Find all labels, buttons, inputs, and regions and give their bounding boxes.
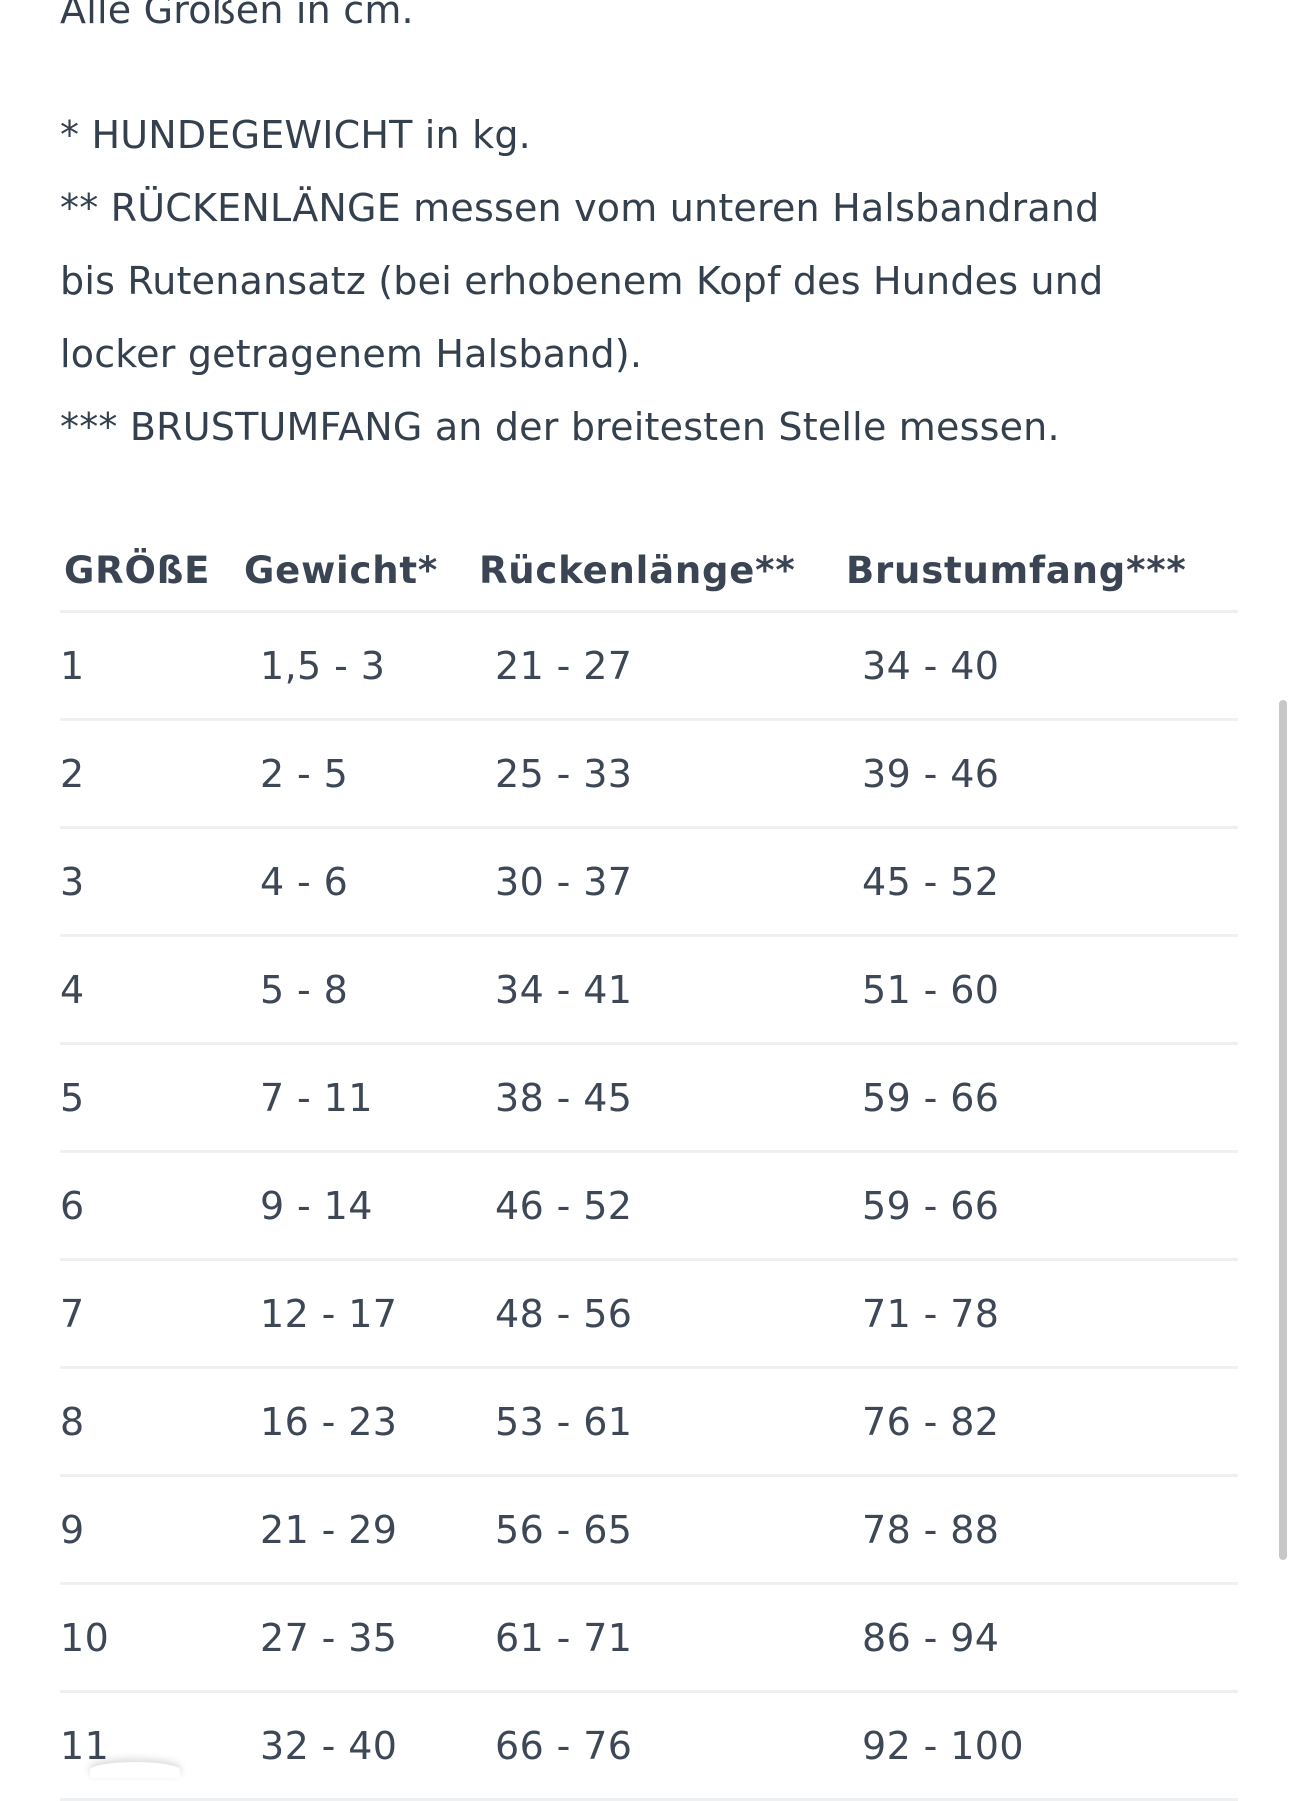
cell-size: 11: [60, 1691, 240, 1801]
cell-chest: 34 - 40: [842, 611, 1238, 721]
table-row: 7 12 - 17 48 - 56 71 - 78: [60, 1259, 1238, 1369]
header-chest: Brustumfang***: [842, 530, 1238, 613]
table-row: 8 16 - 23 53 - 61 76 - 82: [60, 1367, 1238, 1477]
spacer: [60, 47, 1240, 99]
cell-chest: 78 - 88: [842, 1475, 1238, 1585]
cell-chest: 76 - 82: [842, 1367, 1238, 1477]
cell-back-length: 46 - 52: [475, 1151, 842, 1261]
cell-back-length: 38 - 45: [475, 1043, 842, 1153]
cell-chest: 92 - 100: [842, 1691, 1238, 1801]
cell-back-length: 48 - 56: [475, 1259, 842, 1369]
cell-weight: 1,5 - 3: [240, 611, 475, 721]
cell-weight: 5 - 8: [240, 935, 475, 1045]
weight-note: * HUNDEGEWICHT in kg.: [60, 113, 531, 157]
table-header-row: GRÖßE Gewicht* Rückenlänge** Brustumfang…: [60, 530, 1238, 613]
cell-size: 8: [60, 1367, 240, 1477]
back-length-note-line-2: bis Rutenansatz (bei erhobenem Kopf des …: [60, 259, 1104, 303]
cell-weight: 12 - 17: [240, 1259, 475, 1369]
cell-weight: 21 - 29: [240, 1475, 475, 1585]
cell-size: 9: [60, 1475, 240, 1585]
cell-size: 7: [60, 1259, 240, 1369]
header-weight: Gewicht*: [240, 530, 475, 613]
table-row: 11 32 - 40 66 - 76 92 - 100: [60, 1691, 1238, 1801]
cell-back-length: 53 - 61: [475, 1367, 842, 1477]
cell-back-length: 66 - 76: [475, 1691, 842, 1801]
cell-size: 4: [60, 935, 240, 1045]
cell-size: 3: [60, 827, 240, 937]
cell-back-length: 30 - 37: [475, 827, 842, 937]
cell-weight: 27 - 35: [240, 1583, 475, 1693]
cell-chest: 59 - 66: [842, 1151, 1238, 1261]
scrollbar[interactable]: [1279, 700, 1287, 1560]
floating-element-edge: [90, 1762, 180, 1778]
cell-size: 2: [60, 719, 240, 829]
cell-chest: 51 - 60: [842, 935, 1238, 1045]
cell-weight: 32 - 40: [240, 1691, 475, 1801]
cell-chest: 45 - 52: [842, 827, 1238, 937]
cell-chest: 39 - 46: [842, 719, 1238, 829]
cell-back-length: 21 - 27: [475, 611, 842, 721]
cell-size: 1: [60, 611, 240, 721]
header-size: GRÖßE: [60, 530, 240, 613]
cell-chest: 59 - 66: [842, 1043, 1238, 1153]
cell-chest: 71 - 78: [842, 1259, 1238, 1369]
cell-size: 10: [60, 1583, 240, 1693]
cell-weight: 16 - 23: [240, 1367, 475, 1477]
back-length-note-line-3: locker getragenem Halsband).: [60, 332, 643, 376]
table-body: 1 1,5 - 3 21 - 27 34 - 40 2 2 - 5 25 - 33 39 - …: [60, 611, 1238, 1801]
chest-note: *** BRUSTUMFANG an der breitesten Stelle…: [60, 405, 1060, 449]
cell-chest: 86 - 94: [842, 1583, 1238, 1693]
table-row: 10 27 - 35 61 - 71 86 - 94: [60, 1583, 1238, 1693]
table-row: 1 1,5 - 3 21 - 27 34 - 40: [60, 611, 1238, 721]
cell-back-length: 25 - 33: [475, 719, 842, 829]
cell-back-length: 34 - 41: [475, 935, 842, 1045]
cell-back-length: 61 - 71: [475, 1583, 842, 1693]
header-back-length: Rückenlänge**: [475, 530, 842, 613]
units-note: Alle Größen in cm.: [60, 0, 414, 32]
cell-weight: 9 - 14: [240, 1151, 475, 1261]
cell-weight: 4 - 6: [240, 827, 475, 937]
table-row: 9 21 - 29 56 - 65 78 - 88: [60, 1475, 1238, 1585]
size-table: GRÖßE Gewicht* Rückenlänge** Brustumfang…: [60, 530, 1238, 1801]
cell-weight: 2 - 5: [240, 719, 475, 829]
cell-weight: 7 - 11: [240, 1043, 475, 1153]
back-length-note-line-1: ** RÜCKENLÄNGE messen vom unteren Halsba…: [60, 186, 1100, 230]
cell-back-length: 56 - 65: [475, 1475, 842, 1585]
size-notes: Alle Größen in cm. * HUNDEGEWICHT in kg.…: [60, 0, 1240, 464]
cell-size: 5: [60, 1043, 240, 1153]
cell-size: 6: [60, 1151, 240, 1261]
